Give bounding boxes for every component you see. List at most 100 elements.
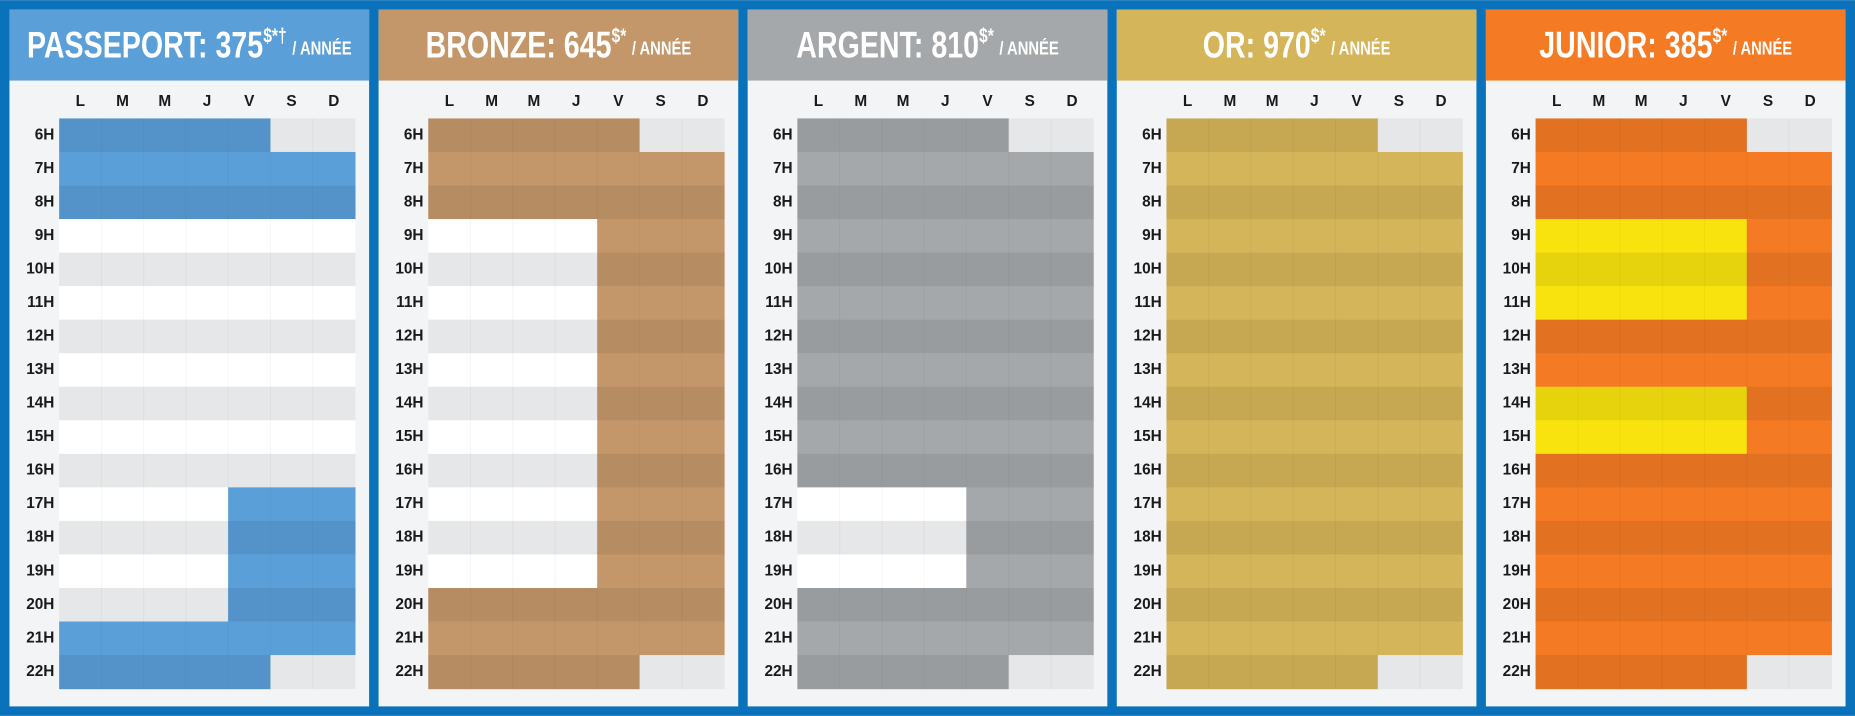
time-cell bbox=[428, 655, 472, 690]
hour-label: 13H bbox=[395, 361, 423, 378]
cell-shade bbox=[1335, 520, 1379, 556]
time-cell bbox=[966, 453, 1010, 488]
hour-label: 22H bbox=[764, 663, 792, 680]
time-cell bbox=[839, 587, 883, 623]
time-cell bbox=[512, 487, 556, 522]
time-cell bbox=[1293, 118, 1337, 153]
time-cell bbox=[597, 587, 641, 623]
cell-shade bbox=[924, 386, 967, 421]
cell-shade bbox=[1293, 587, 1337, 623]
cell-shade bbox=[1535, 118, 1579, 153]
time-cell bbox=[1746, 319, 1790, 354]
day-label: V bbox=[1351, 93, 1362, 110]
time-cell bbox=[312, 420, 356, 455]
plan-card: PASSEPORT: 375$*†/ ANNÉE L M M J V S D 6H 7H 8H 9H 1… bbox=[9, 9, 370, 707]
time-cell bbox=[470, 151, 514, 187]
day-label: L bbox=[445, 93, 454, 110]
time-cell bbox=[1008, 655, 1052, 690]
hour-label: 6H bbox=[1142, 126, 1162, 143]
time-cell bbox=[1377, 554, 1421, 589]
cell-shade bbox=[1050, 252, 1094, 287]
time-cell bbox=[1335, 151, 1379, 187]
time-cell bbox=[1662, 386, 1706, 421]
hour-label: 19H bbox=[1134, 562, 1162, 579]
time-cell bbox=[1419, 353, 1463, 388]
time-cell bbox=[101, 587, 145, 623]
time-cell bbox=[470, 252, 514, 287]
cell-shade bbox=[428, 587, 472, 623]
cell-shade bbox=[1008, 252, 1052, 287]
time-cell bbox=[1419, 554, 1463, 589]
time-cell bbox=[512, 655, 556, 690]
hour-label: 14H bbox=[1134, 395, 1162, 412]
cell-shade bbox=[1789, 386, 1832, 421]
time-cell bbox=[312, 151, 356, 187]
time-cell bbox=[1704, 520, 1748, 556]
cell-shade bbox=[1208, 252, 1252, 287]
time-cell bbox=[797, 587, 841, 623]
cell-shade bbox=[797, 587, 841, 623]
cell-shade bbox=[1377, 252, 1421, 287]
time-cell bbox=[839, 621, 883, 656]
time-cell bbox=[1704, 453, 1748, 488]
time-cell bbox=[228, 252, 271, 287]
time-cell bbox=[185, 554, 229, 589]
price-period: / ANNÉE bbox=[632, 38, 691, 59]
time-cell bbox=[228, 319, 271, 354]
hour-label: 14H bbox=[764, 395, 792, 412]
cell-shade bbox=[1789, 520, 1832, 556]
cell-shade bbox=[924, 118, 967, 153]
cell-shade bbox=[966, 185, 1010, 220]
cell-shade bbox=[1293, 118, 1337, 153]
hour-label: 10H bbox=[1503, 260, 1531, 277]
time-cell bbox=[59, 655, 102, 690]
day-label: V bbox=[1721, 93, 1732, 110]
time-cell bbox=[270, 353, 314, 388]
cell-shade bbox=[1419, 252, 1463, 287]
time-cell bbox=[924, 655, 967, 690]
time-cell bbox=[428, 185, 472, 220]
time-cell bbox=[270, 151, 314, 187]
time-cell bbox=[555, 319, 598, 354]
time-cell bbox=[839, 185, 883, 220]
time-cell bbox=[1050, 286, 1094, 321]
time-cell bbox=[1620, 252, 1663, 287]
time-cell bbox=[1166, 386, 1210, 421]
time-cell bbox=[597, 319, 641, 354]
cell-shade bbox=[1577, 587, 1621, 623]
time-cell bbox=[881, 286, 925, 321]
time-cell bbox=[924, 118, 967, 153]
time-cell bbox=[143, 252, 187, 287]
cell-shade bbox=[1789, 252, 1832, 287]
time-cell bbox=[101, 118, 145, 153]
cell-shade bbox=[924, 655, 967, 690]
cell-shade bbox=[470, 655, 514, 690]
time-cell bbox=[1250, 118, 1294, 153]
time-cell bbox=[1704, 319, 1748, 354]
time-cell bbox=[1377, 319, 1421, 354]
hour-label: 7H bbox=[1142, 160, 1162, 177]
time-cell bbox=[1250, 453, 1294, 488]
time-cell bbox=[1704, 487, 1748, 522]
time-cell bbox=[1704, 621, 1748, 656]
time-cell bbox=[1746, 219, 1790, 254]
time-cell bbox=[228, 185, 271, 220]
time-cell bbox=[924, 420, 967, 455]
time-cell bbox=[101, 453, 145, 488]
cell-shade bbox=[1166, 587, 1210, 623]
hour-label: 14H bbox=[1503, 395, 1531, 412]
time-cell bbox=[143, 151, 187, 187]
cell-shade bbox=[312, 587, 356, 623]
time-cell bbox=[228, 554, 271, 589]
cell-shade bbox=[1008, 319, 1052, 354]
time-cell bbox=[101, 252, 145, 287]
cell-shade bbox=[1620, 118, 1663, 153]
hour-label: 10H bbox=[764, 260, 792, 277]
time-cell bbox=[1008, 386, 1052, 421]
time-cell bbox=[1620, 219, 1663, 254]
time-cell bbox=[270, 252, 314, 287]
hour-label: 6H bbox=[1511, 126, 1531, 143]
day-label: M bbox=[485, 93, 498, 110]
cell-shade bbox=[1704, 655, 1748, 690]
time-cell bbox=[797, 286, 841, 321]
